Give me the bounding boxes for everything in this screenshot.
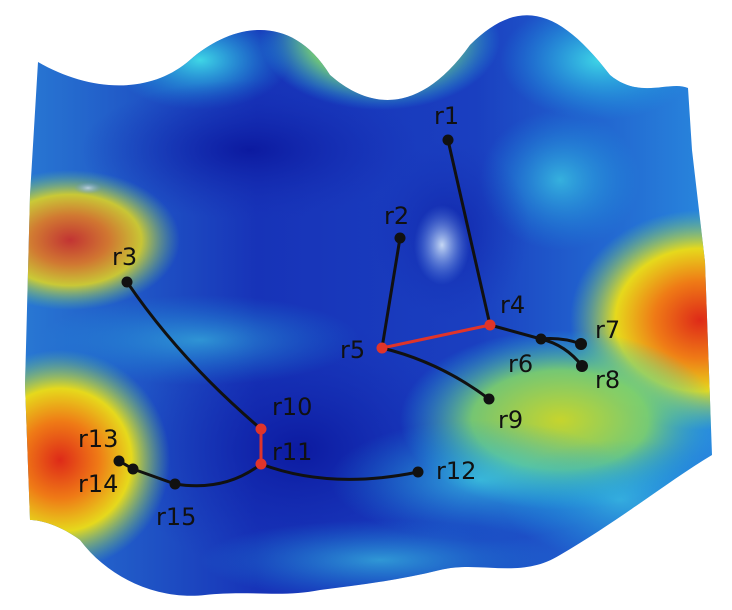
node-r13 (113, 455, 125, 467)
edge-r2-r5 (380, 236, 402, 350)
node-r4 (484, 319, 496, 331)
node-r6 (535, 333, 547, 345)
edge-r11-r12 (259, 462, 420, 481)
edge-r1-r4 (446, 138, 492, 327)
node-r2 (394, 232, 406, 244)
path-nodes (113, 134, 588, 490)
label-r14: r14 (78, 470, 118, 498)
node-r12 (412, 466, 424, 478)
label-r2: r2 (384, 202, 409, 230)
label-r4: r4 (500, 291, 525, 319)
node-r8 (576, 360, 588, 372)
node-r9 (483, 393, 495, 405)
edge-r3-r10 (125, 280, 263, 431)
node-r7 (575, 338, 587, 350)
label-r15: r15 (156, 503, 196, 531)
label-r11: r11 (272, 438, 312, 466)
label-r12: r12 (436, 457, 476, 485)
node-r10 (255, 423, 267, 435)
label-r9: r9 (498, 406, 523, 434)
node-r14 (127, 463, 139, 475)
edge-r5-r9 (380, 346, 491, 401)
node-labels: r1 r2 r3 r4 r5 r6 r7 r8 r9 r10 r11 r12 r… (78, 102, 620, 531)
node-r5 (376, 342, 388, 354)
node-r3 (121, 276, 133, 288)
edge-r15-r14 (131, 467, 177, 486)
label-r10: r10 (272, 393, 312, 421)
node-r15 (169, 478, 181, 490)
label-r5: r5 (340, 336, 365, 364)
label-r13: r13 (78, 425, 118, 453)
edge-r11-r15 (173, 462, 263, 488)
label-r8: r8 (595, 366, 620, 394)
label-r3: r3 (112, 243, 137, 271)
edge-r4-r6 (488, 323, 543, 341)
edge-r4-r5 (380, 323, 492, 350)
node-r11 (255, 458, 267, 470)
label-r6: r6 (508, 350, 533, 378)
label-r1: r1 (434, 102, 459, 130)
node-r1 (442, 134, 454, 146)
label-r7: r7 (595, 316, 620, 344)
